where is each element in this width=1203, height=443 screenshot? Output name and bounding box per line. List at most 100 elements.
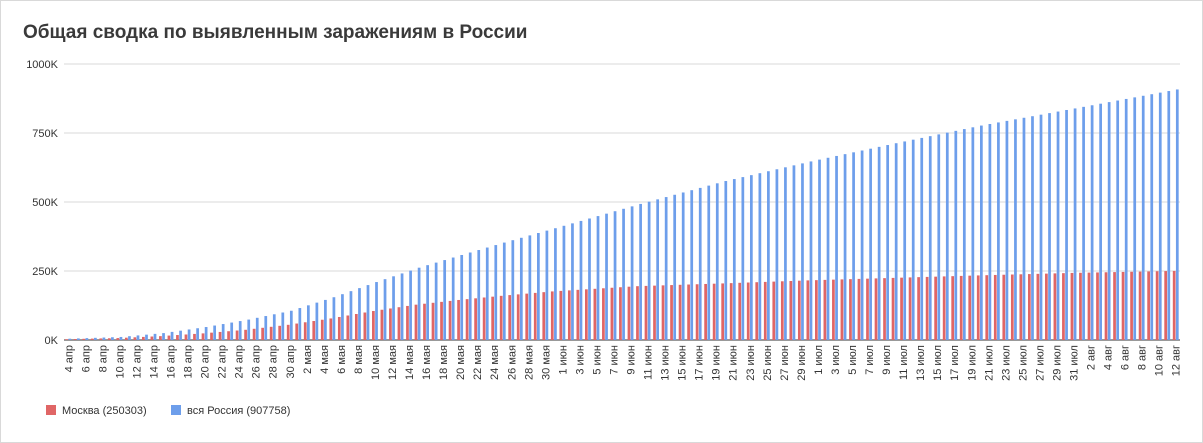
- bar-moscow: [1070, 272, 1074, 340]
- bar-russia: [460, 254, 464, 340]
- bar-russia: [579, 220, 583, 340]
- x-tick-label: 1 июн: [557, 345, 569, 375]
- bar-moscow: [1079, 272, 1082, 340]
- bar-moscow: [525, 293, 529, 340]
- bar-moscow: [533, 292, 537, 340]
- bar-moscow: [823, 279, 827, 340]
- bar-russia: [911, 139, 915, 340]
- bar-moscow: [380, 309, 384, 340]
- bar-russia: [707, 185, 711, 340]
- bar-russia: [451, 257, 455, 340]
- bar-russia: [375, 282, 378, 340]
- bar-moscow: [883, 278, 886, 340]
- bar-russia: [1014, 119, 1017, 340]
- x-tick-label: 19 июн: [711, 345, 723, 381]
- bar-russia: [392, 276, 395, 340]
- bar-moscow: [499, 295, 503, 340]
- x-tick-label: 3 июл: [830, 345, 842, 375]
- bar-russia: [656, 199, 660, 340]
- bar-russia: [937, 134, 941, 340]
- bar-moscow: [542, 292, 546, 340]
- bar-moscow: [320, 319, 324, 340]
- bar-moscow: [849, 279, 852, 340]
- x-tick-label: 5 июн: [591, 345, 603, 375]
- x-tick-label: 9 июл: [881, 345, 893, 375]
- bar-moscow: [491, 296, 495, 340]
- bar-russia: [928, 136, 932, 340]
- bar-moscow: [908, 277, 912, 340]
- bar-moscow: [516, 294, 520, 340]
- bar-russia: [1099, 103, 1102, 340]
- x-tick-label: 30 апр: [285, 345, 297, 378]
- bar-moscow: [116, 338, 120, 340]
- bar-moscow: [1104, 272, 1108, 340]
- bar-moscow: [1147, 271, 1150, 340]
- bar-russia: [272, 314, 276, 340]
- x-tick-label: 6 апр: [80, 345, 92, 372]
- bar-moscow: [780, 281, 784, 340]
- bar-moscow: [440, 301, 443, 340]
- bar-russia: [877, 146, 881, 340]
- bar-russia: [128, 336, 131, 340]
- bar-moscow: [329, 318, 333, 340]
- bars: [65, 89, 1179, 341]
- bar-russia: [775, 169, 779, 340]
- bar-russia: [349, 291, 353, 340]
- bar-moscow: [602, 288, 605, 340]
- bar-russia: [962, 129, 966, 340]
- bar-moscow: [942, 276, 946, 340]
- bar-moscow: [763, 281, 767, 340]
- x-tick-label: 8 мая: [353, 345, 365, 374]
- x-tick-label: 27 июл: [1034, 345, 1046, 381]
- x-tick-label: 12 авг: [1171, 345, 1183, 376]
- x-tick-label: 5 июл: [847, 345, 859, 375]
- bar-russia: [920, 137, 924, 340]
- bar-russia: [434, 262, 438, 340]
- x-tick-label: 18 мая: [438, 345, 450, 380]
- bar-russia: [485, 247, 489, 340]
- bar-russia: [767, 171, 770, 340]
- x-tick-label: 28 апр: [268, 345, 280, 378]
- bar-moscow: [567, 290, 571, 340]
- y-tick-label: 750K: [32, 128, 58, 140]
- bar-moscow: [1138, 271, 1142, 340]
- bar-russia: [1031, 116, 1034, 341]
- bar-russia: [145, 334, 148, 340]
- bar-moscow: [176, 335, 179, 340]
- bar-moscow: [142, 336, 145, 340]
- bar-russia: [400, 273, 404, 340]
- y-tick-label: 1000K: [26, 59, 58, 71]
- x-tick-label: 25 июл: [1017, 345, 1029, 381]
- bar-russia: [605, 213, 608, 340]
- bar-moscow: [1010, 274, 1014, 340]
- bar-russia: [588, 218, 591, 340]
- bar-russia: [1082, 106, 1085, 340]
- bar-moscow: [252, 328, 256, 340]
- bar-russia: [758, 173, 762, 340]
- bar-russia: [613, 211, 617, 340]
- x-tick-label: 30 мая: [540, 345, 552, 380]
- bar-russia: [102, 337, 106, 340]
- bar-russia: [818, 159, 821, 340]
- bar-russia: [1107, 102, 1111, 340]
- x-tick-label: 2 авг: [1086, 345, 1098, 370]
- bar-russia: [852, 152, 855, 340]
- bar-russia: [1150, 94, 1154, 340]
- x-tick-label: 22 мая: [472, 345, 484, 380]
- bar-russia: [1065, 109, 1068, 341]
- bar-russia: [136, 335, 140, 340]
- bar-moscow: [312, 321, 316, 340]
- bar-russia: [741, 177, 745, 340]
- bar-russia: [324, 299, 327, 340]
- bar-russia: [119, 336, 123, 340]
- bar-moscow: [1002, 274, 1006, 340]
- bar-moscow: [797, 280, 801, 340]
- bar-moscow: [133, 337, 137, 340]
- x-tick-label: 20 мая: [455, 345, 467, 380]
- bar-russia: [1056, 111, 1060, 340]
- bar-moscow: [431, 302, 435, 340]
- x-tick-label: 24 мая: [489, 345, 501, 380]
- legend: Москва (250303) вся Россия (907758): [46, 405, 290, 417]
- bar-russia: [554, 228, 557, 340]
